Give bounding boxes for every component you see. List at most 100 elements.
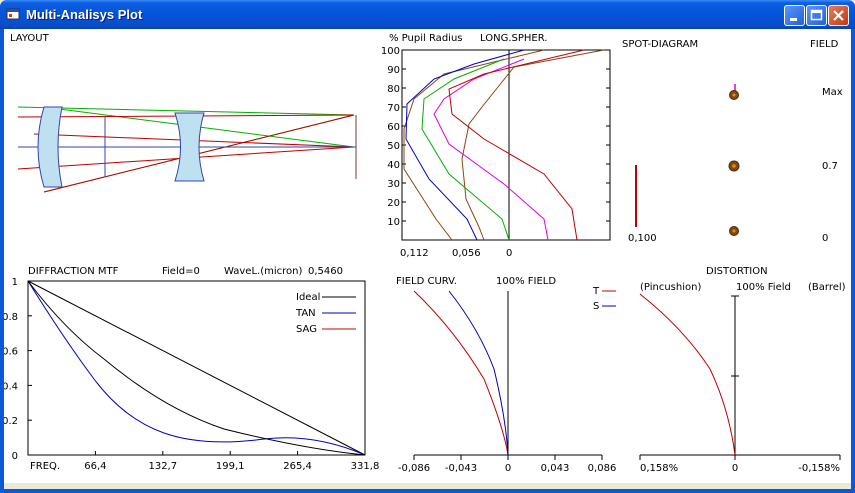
layout-label: LAYOUT (10, 33, 50, 44)
mtf-xtick-label: 265,4 (283, 461, 312, 472)
mtf-ytick-label: 0.4 (4, 381, 18, 392)
distortion-center-label: 100% Field (736, 282, 791, 293)
mtf-x-ticks: FREQ. 66,4 132,7 199,1 265,4 331,8 (30, 451, 379, 472)
fieldcurv-x-ticks: -0,086 -0,043 0 0,043 0,086 (398, 455, 616, 474)
lens-element-1 (37, 106, 63, 188)
fieldcurv-panel: FIELD CURV. 100% FIELD T S -0,086 -0,043 0… (396, 276, 616, 474)
distortion-x-ticks: 0,158% 0 -0,158% (639, 455, 841, 474)
longspher-curve-brown-2 (403, 49, 545, 241)
spot-scale-label: 0,100 (628, 233, 657, 244)
distortion-right-label: (Barrel) (808, 282, 846, 293)
mtf-legend-sag: SAG (296, 324, 317, 335)
longspher-curve-red (448, 49, 585, 241)
longspher-curve-blue (405, 49, 525, 241)
fieldcurv-xtick-label: -0,043 (445, 463, 477, 474)
fieldcurv-legend-s: S (593, 301, 599, 312)
longspher-xtick-2: 0 (506, 248, 512, 259)
status-bar (4, 483, 851, 489)
mtf-ytick-label: 1 (12, 277, 18, 288)
longspher-ytick-label: 70 (387, 103, 400, 114)
mtf-frame (27, 280, 366, 456)
spot-07 (728, 160, 740, 172)
mtf-wavel-label: WaveL.(micron) (224, 266, 302, 277)
plot-area: LAYOUT % Pupil Radius LONG.SPHER. 100 90 8… (2, 29, 851, 483)
longspher-ytick-label: 20 (387, 198, 400, 209)
spot-diagram-panel: SPOT-DIAGRAM FIELD Max 0.7 0 0,100 (622, 39, 843, 244)
mtf-tan-line (27, 280, 366, 456)
fieldcurv-title: FIELD CURV. (396, 276, 457, 287)
spot-0 (729, 226, 739, 236)
fieldcurv-t-curve (413, 290, 509, 456)
mtf-title: DIFFRACTION MTF (28, 266, 119, 277)
longspher-curve-green (421, 58, 510, 241)
distortion-xtick-label: 0 (732, 463, 738, 474)
longspher-ytick-label: 10 (387, 217, 400, 228)
mtf-ideal-line (27, 280, 366, 456)
longspher-ytick-label: 90 (387, 65, 400, 76)
mtf-xtick-label: 132,7 (148, 461, 177, 472)
distortion-xtick-label: -0,158% (798, 463, 840, 474)
longspher-ytick-label: 60 (387, 122, 400, 133)
longspher-ytick-label: 40 (387, 160, 400, 171)
fieldcurv-xtick-label: 0,086 (588, 463, 617, 474)
close-button[interactable] (828, 5, 849, 26)
mtf-wavel-value: 0,5460 (308, 266, 343, 277)
spot-field-max: Max (822, 87, 843, 98)
distortion-title: DISTORTION (706, 266, 768, 277)
maximize-icon (810, 9, 823, 21)
mtf-xtick-label: 199,1 (216, 461, 245, 472)
mtf-xtick-label: 66,4 (84, 461, 106, 472)
longspher-xtick-1: 0,056 (452, 248, 481, 259)
fieldcurv-legend-t: T (592, 286, 600, 297)
multi-plot-canvas: LAYOUT % Pupil Radius LONG.SPHER. 100908… (2, 33, 846, 474)
longspher-frame (401, 49, 611, 241)
mtf-legend: Ideal TAN SAG (295, 292, 356, 335)
fieldcurv-xtick-label: -0,086 (398, 463, 430, 474)
distortion-xtick-label: 0,158% (640, 463, 678, 474)
fieldcurv-xtick-label: 0 (505, 463, 511, 474)
fieldcurv-xtick-label: 0,043 (541, 463, 570, 474)
mtf-legend-tan: TAN (295, 308, 316, 319)
longspher-curve-magenta (433, 58, 549, 241)
spot-field-header: FIELD (810, 39, 839, 50)
longspher-curve-brown (461, 49, 605, 241)
longspher-label: LONG.SPHER. (480, 33, 547, 44)
spot-field-0: 0 (822, 233, 828, 244)
spot-title: SPOT-DIAGRAM (622, 39, 698, 50)
minimize-icon (790, 18, 797, 21)
window-title: Multi-Analisys Plot (26, 7, 143, 22)
layout-panel: LAYOUT (10, 33, 357, 193)
lens-element-2 (174, 112, 205, 182)
mtf-sag-line (27, 280, 366, 456)
close-icon (833, 10, 844, 21)
mtf-ytick-label: 0.6 (4, 347, 18, 358)
longspher-ytick-label: 80 (387, 84, 400, 95)
longspher-ytick-label: 30 (387, 179, 400, 190)
fieldcurv-s-curve (448, 290, 509, 456)
distortion-panel: DISTORTION (Pincushion) 100% Field (Barr… (639, 266, 846, 474)
longspher-xtick-0: 0,112 (400, 248, 429, 259)
spot-max (729, 84, 739, 100)
mtf-ytick-label: 0 (12, 451, 18, 462)
mtf-panel: DIFFRACTION MTF Field=0 WaveL.(micron) 0… (2, 266, 379, 472)
spot-field-07: 0.7 (822, 161, 838, 172)
fieldcurv-subtitle: 100% FIELD (496, 276, 556, 287)
app-icon (6, 8, 20, 20)
title-bar[interactable]: Multi-Analisys Plot (0, 0, 855, 29)
mtf-legend-ideal: Ideal (296, 292, 320, 303)
minimize-button[interactable] (784, 5, 805, 26)
mtf-xtick-label: FREQ. (30, 461, 60, 472)
mtf-ytick-label: 0.8 (4, 312, 18, 323)
pupil-radius-label: % Pupil Radius (389, 33, 463, 44)
longspher-ytick-label: 50 (387, 141, 400, 152)
mtf-xtick-label: 331,8 (351, 461, 380, 472)
maximize-button[interactable] (806, 5, 827, 26)
mtf-field-label: Field=0 (162, 266, 200, 277)
longspher-y-ticks: 100 90 80 70 60 50 40 30 20 10 (381, 46, 610, 228)
mtf-ytick-label: 0.2 (4, 416, 18, 427)
distortion-curve (639, 293, 736, 456)
distortion-left-label: (Pincushion) (640, 282, 701, 293)
longspher-ytick-label: 100 (381, 46, 400, 57)
longspher-panel: % Pupil Radius LONG.SPHER. 1009080706050… (381, 33, 611, 259)
